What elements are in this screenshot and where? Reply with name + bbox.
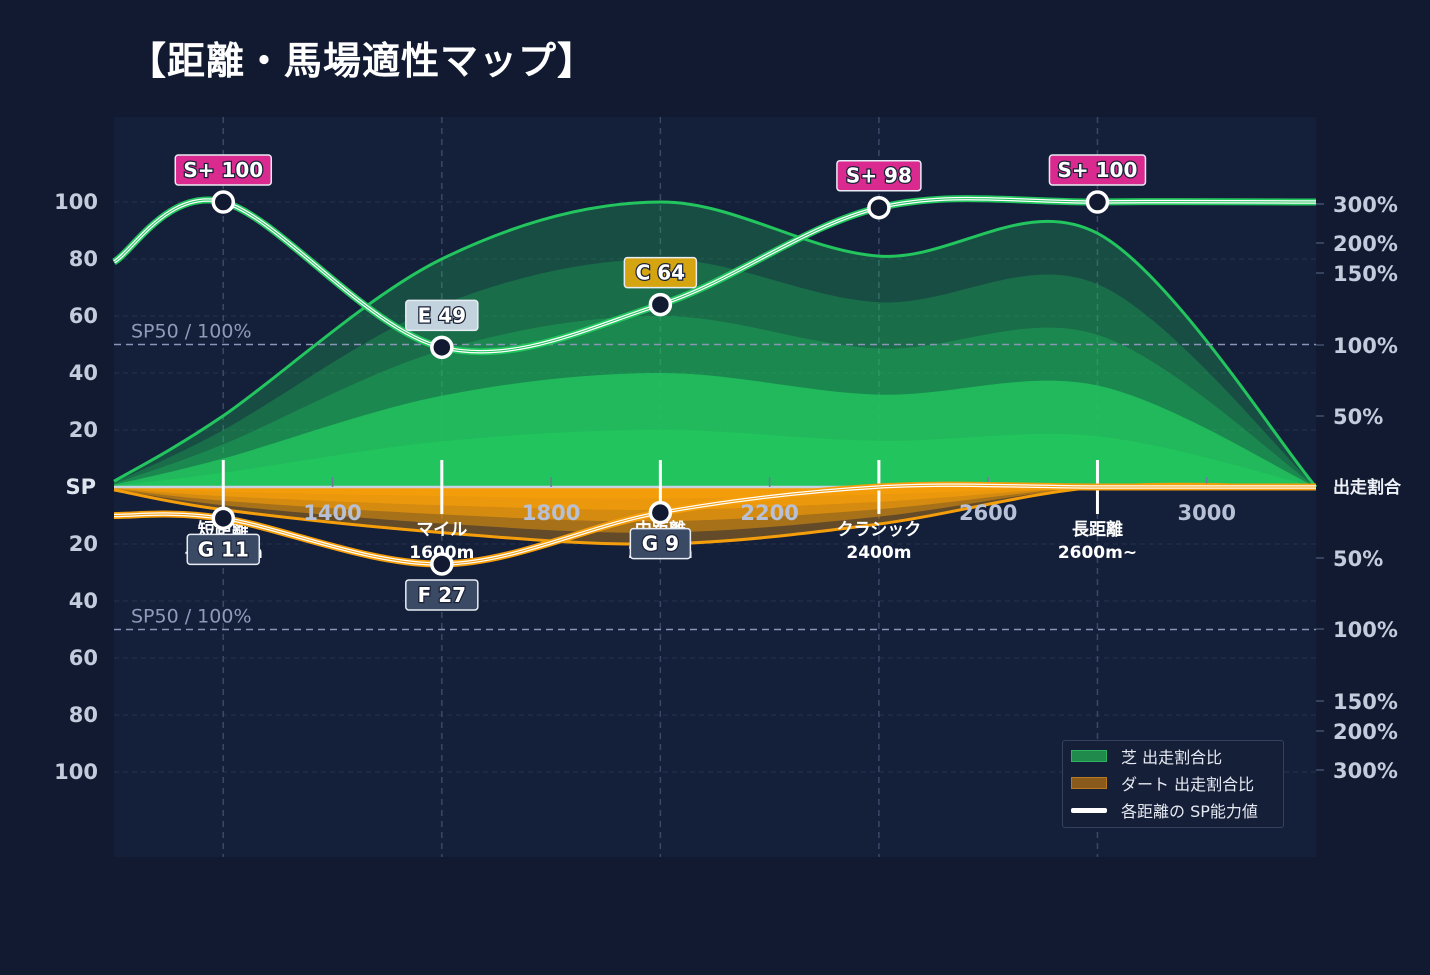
rank-badge-label: G 11 [198, 537, 249, 561]
left-axis-tick-label: 60 [69, 304, 98, 328]
legend-item-sp: 各距離の SP能力値 [1071, 800, 1258, 821]
left-axis-tick-label: 20 [69, 532, 98, 556]
legend-swatch-turf [1071, 750, 1107, 762]
right-axis-tick-label: 50% [1333, 405, 1383, 429]
turf-area-mid [114, 372, 1316, 487]
x-axis-tick-label: 2200 [740, 501, 798, 525]
left-axis-tick-label: 100 [54, 190, 98, 214]
rank-badge [836, 159, 922, 192]
right-axis-tick-label: 150% [1333, 690, 1398, 714]
rank-badge [186, 533, 261, 566]
category-sublabel: 2400m [846, 543, 911, 563]
rank-badge-label: S+ 100 [1058, 158, 1138, 182]
left-axis-tick-label: 20 [69, 418, 98, 442]
rank-badge [405, 299, 479, 332]
x-axis-tick-label: 1400 [303, 501, 361, 525]
sp-point-marker [430, 335, 454, 360]
rank-badge-label: S+ 100 [183, 158, 263, 182]
x-axis-tick-label: 1800 [522, 501, 580, 525]
dirt-area-layer [114, 486, 1316, 499]
legend-label-dirt: ダート 出走割合比 [1121, 775, 1255, 794]
left-axis-tick-label: 40 [69, 361, 98, 385]
rank-badge [1048, 154, 1147, 186]
rank-badge-label: E 49 [418, 303, 466, 327]
legend-swatch-dirt [1071, 777, 1107, 789]
sp-point-marker [867, 195, 891, 220]
reference-line-label: SP50 / 100% [131, 321, 252, 343]
turf-area-outline [113, 200, 1318, 488]
left-axis-tick-label: 60 [69, 646, 98, 670]
sp-point-marker [648, 500, 673, 525]
right-axis-tick-label: 200% [1333, 720, 1398, 744]
right-axis-tick-label: 300% [1333, 759, 1398, 783]
sp-point-marker [430, 552, 454, 576]
rank-badge-label: S+ 98 [846, 164, 912, 188]
left-axis-tick-label: 40 [69, 589, 98, 613]
right-axis-tick-label: 100% [1333, 618, 1398, 642]
x-axis-tick-label: 2600 [959, 501, 1017, 525]
sp-point-marker [1085, 190, 1110, 214]
left-axis-center-label: SP [65, 475, 96, 499]
sp-point-marker [648, 292, 673, 317]
legend-label-sp: 各距離の SP能力値 [1121, 802, 1258, 821]
legend-item-turf: 芝 出走割合比 [1071, 746, 1223, 767]
category-label: クラシック [837, 520, 922, 540]
rank-badge [623, 256, 698, 289]
right-axis-tick-label: 100% [1333, 334, 1398, 358]
legend-swatch-sp [1071, 807, 1107, 813]
x-axis-tick-label: 3000 [1178, 501, 1236, 525]
left-axis-tick-label: 80 [69, 247, 98, 271]
sp-point-marker [211, 190, 236, 214]
category-label: 長距離 [1072, 519, 1123, 540]
rank-badge-label: G 9 [642, 532, 679, 556]
left-axis-tick-label: 80 [69, 703, 98, 727]
rank-badge [405, 579, 479, 611]
left-axis-tick-label: 100 [54, 760, 98, 784]
rank-badge-label: F 27 [418, 583, 466, 607]
reference-line-label: SP50 / 100% [131, 606, 252, 628]
legend: 芝 出走割合比 ダート 出走割合比 各距離の SP能力値 [1062, 740, 1284, 828]
chart-title: 【距離・馬場適性マップ】 [128, 39, 597, 83]
right-axis-tick-label: 300% [1333, 193, 1398, 217]
rank-badge [174, 154, 273, 186]
legend-item-dirt: ダート 出走割合比 [1071, 773, 1255, 794]
right-axis-tick-label: 150% [1333, 262, 1398, 286]
rank-badge [629, 527, 692, 560]
legend-label-turf: 芝 出走割合比 [1121, 748, 1223, 767]
sp-point-marker [211, 506, 236, 531]
right-axis-tick-label: 50% [1333, 547, 1383, 571]
rank-badge-label: C 64 [636, 261, 685, 285]
right-axis-tick-label: 200% [1333, 232, 1398, 256]
right-axis-center-label: 出走割合 [1333, 477, 1402, 498]
category-label: マイル [416, 520, 467, 540]
category-sublabel: 2600m~ [1058, 543, 1137, 563]
